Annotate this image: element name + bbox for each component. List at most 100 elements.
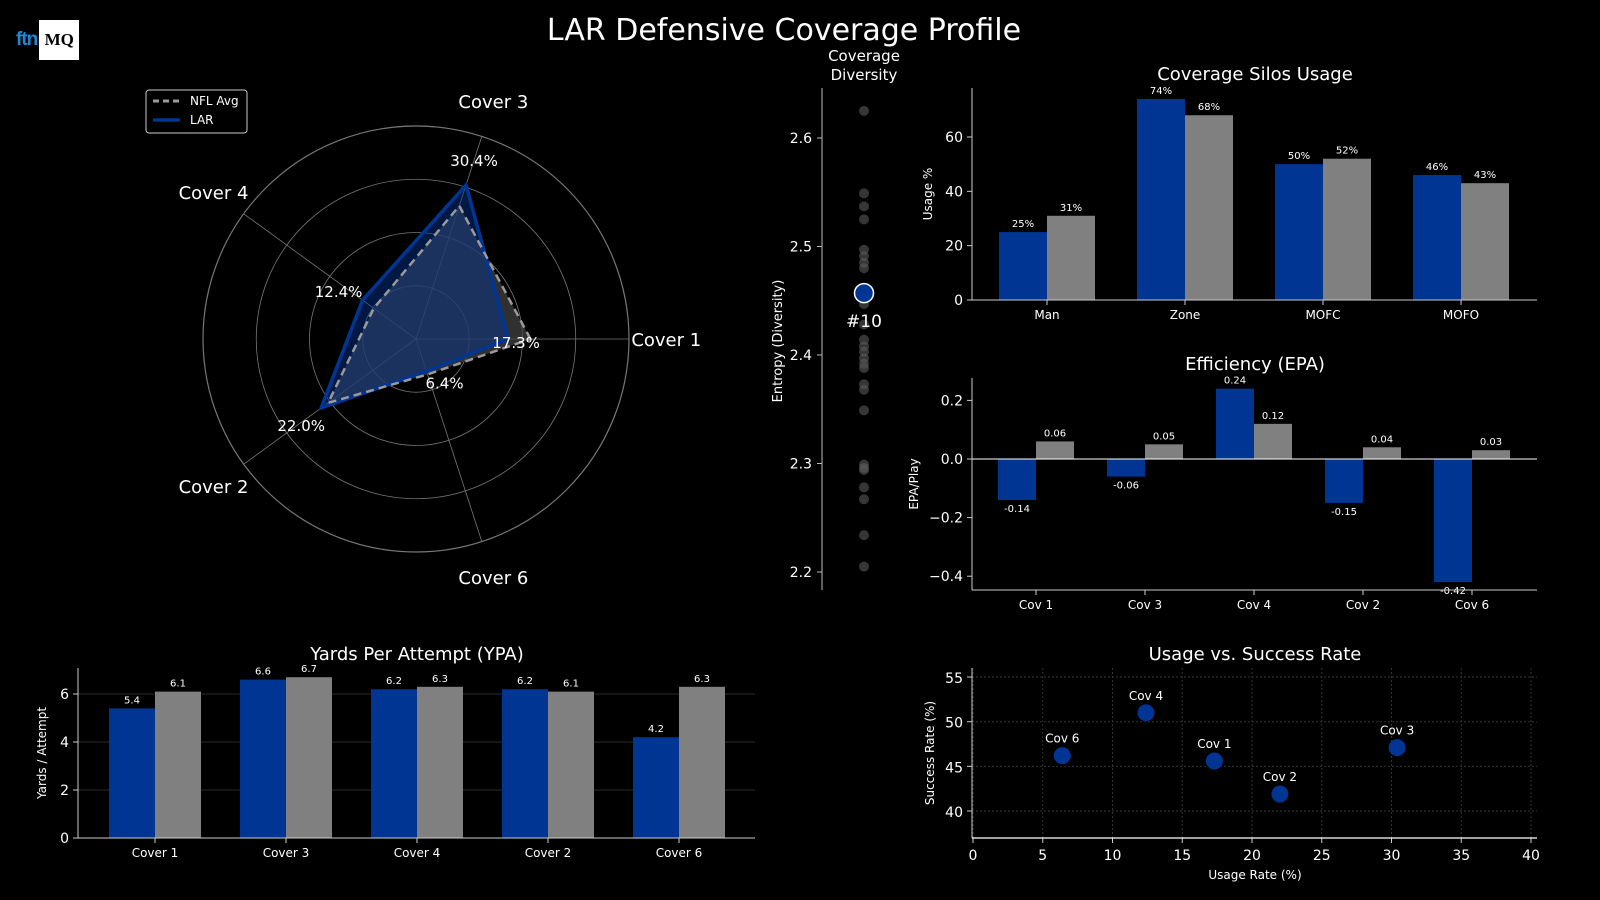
bar-value-label: 6.1 <box>563 679 579 690</box>
diversity-y-tick-label: 2.4 <box>790 348 812 364</box>
scatter-x-tick-label: 0 <box>969 848 978 864</box>
scatter-x-tick-label: 15 <box>1173 848 1191 864</box>
bar-value-label: -0.06 <box>1113 481 1139 492</box>
scatter-point <box>1137 704 1155 722</box>
bar-value-label: 6.6 <box>255 667 271 678</box>
bar-lar <box>1413 175 1461 300</box>
bar-nfl <box>286 677 332 838</box>
bar-nfl <box>1047 215 1095 300</box>
scatter-point-label: Cov 2 <box>1263 770 1297 784</box>
scatter-x-tick-label: 25 <box>1313 848 1331 864</box>
bar-value-label: 46% <box>1426 162 1448 173</box>
scatter-x-tick-label: 20 <box>1243 848 1261 864</box>
scatter-y-tick-label: 45 <box>945 760 963 776</box>
bar-nfl <box>1323 158 1371 300</box>
bar-lar <box>998 459 1036 501</box>
radar-axis-label: Cover 3 <box>458 92 528 113</box>
bar-value-label: 6.1 <box>170 679 186 690</box>
diversity-team-point <box>859 561 869 572</box>
bar-nfl <box>1254 423 1292 459</box>
bar-value-label: 50% <box>1288 151 1310 162</box>
diversity-team-point <box>859 201 869 212</box>
bar-value-label: 6.3 <box>432 674 448 685</box>
diversity-team-point <box>859 384 869 395</box>
diversity-team-point <box>859 263 869 274</box>
bar-value-label: 74% <box>1150 86 1172 97</box>
legend-label-nfl: NFL Avg <box>190 94 239 108</box>
bar-value-label: 5.4 <box>124 695 140 706</box>
bar-nfl <box>417 686 463 838</box>
bar-y-tick-label: −0.2 <box>929 511 963 527</box>
bar-nfl <box>1472 450 1510 459</box>
bar-lar <box>240 679 286 838</box>
radar-legend-box <box>145 89 248 134</box>
radar-lar-polygon <box>318 181 511 411</box>
bar-y-tick-label: 4 <box>60 735 69 751</box>
scatter-point-label: Cov 4 <box>1129 689 1163 703</box>
bar-lar <box>1107 459 1145 477</box>
diversity-y-tick-label: 2.2 <box>790 565 812 581</box>
bar-lar <box>633 737 679 838</box>
scatter-x-axis-label: Usage Rate (%) <box>1208 868 1301 882</box>
bar-value-label: -0.42 <box>1440 586 1466 597</box>
scatter-y-axis-label: Success Rate (%) <box>923 701 937 805</box>
bar-y-axis-label: EPA/Play <box>907 458 921 509</box>
bar-y-tick-label: 60 <box>945 130 963 146</box>
scatter-y-tick-label: 50 <box>945 716 963 732</box>
bar-value-label: 31% <box>1060 203 1082 214</box>
bar-category-label: Zone <box>1170 308 1201 322</box>
bar-value-label: 6.2 <box>386 676 402 687</box>
scatter-point <box>1053 747 1071 765</box>
bar-value-label: 0.12 <box>1262 411 1284 422</box>
bar-nfl <box>1363 447 1401 459</box>
bar-category-label: MOFO <box>1443 308 1479 322</box>
radar-value-label: 6.4% <box>425 374 463 392</box>
diversity-y-axis-label: Entropy (Diversity) <box>771 280 786 403</box>
bar-category-label: Cover 4 <box>394 846 441 860</box>
bar-value-label: 52% <box>1336 146 1358 157</box>
bar-category-label: Cov 3 <box>1128 598 1162 612</box>
bar-lar <box>1216 388 1254 459</box>
bar-y-tick-label: 20 <box>945 239 963 255</box>
scatter-point <box>1388 739 1406 757</box>
ftn-logo: ftn <box>16 29 38 50</box>
bar-category-label: Cov 2 <box>1346 598 1380 612</box>
bar-y-tick-label: 2 <box>60 783 69 799</box>
bar-value-label: 6.2 <box>517 676 533 687</box>
scatter-x-tick-label: 10 <box>1104 848 1122 864</box>
bar-y-tick-label: 0 <box>954 293 963 309</box>
bar-lar <box>999 232 1047 300</box>
bar-lar <box>109 708 155 838</box>
bar-lar <box>502 689 548 838</box>
bar-value-label: -0.15 <box>1331 507 1357 518</box>
bar-y-tick-label: 0 <box>60 831 69 847</box>
scatter-point-label: Cov 6 <box>1045 732 1079 746</box>
radar-nfl-polygon <box>325 203 533 405</box>
radar-value-label: 17.3% <box>492 334 540 352</box>
bar-lar <box>1325 459 1363 503</box>
bar-category-label: Cover 6 <box>656 846 703 860</box>
bar-value-label: 0.04 <box>1371 434 1393 445</box>
scatter-y-tick-label: 40 <box>945 805 963 821</box>
bar-value-label: 0.06 <box>1044 428 1066 439</box>
bar-chart-title: Yards Per Attempt (YPA) <box>309 644 524 665</box>
diversity-y-tick-label: 2.5 <box>790 240 812 256</box>
bar-lar <box>371 689 417 838</box>
logo: ftn MQ <box>16 20 80 60</box>
diversity-team-point <box>859 363 869 374</box>
diversity-team-point <box>859 319 869 330</box>
scatter-y-tick-label: 55 <box>945 671 963 687</box>
bar-y-axis-label: Yards / Attempt <box>35 707 49 800</box>
diversity-team-point <box>859 494 869 505</box>
bar-value-label: 0.03 <box>1480 437 1502 448</box>
bar-nfl <box>1036 441 1074 459</box>
bar-category-label: Cov 1 <box>1019 598 1053 612</box>
bar-value-label: 6.7 <box>301 664 317 675</box>
scatter-x-tick-label: 35 <box>1452 848 1470 864</box>
diversity-team-point <box>859 188 869 199</box>
scatter-title: Usage vs. Success Rate <box>1149 644 1362 665</box>
bar-nfl <box>1145 444 1183 459</box>
bar-value-label: -0.14 <box>1004 504 1030 515</box>
bar-category-label: MOFC <box>1305 308 1340 322</box>
bar-value-label: 6.3 <box>694 674 710 685</box>
